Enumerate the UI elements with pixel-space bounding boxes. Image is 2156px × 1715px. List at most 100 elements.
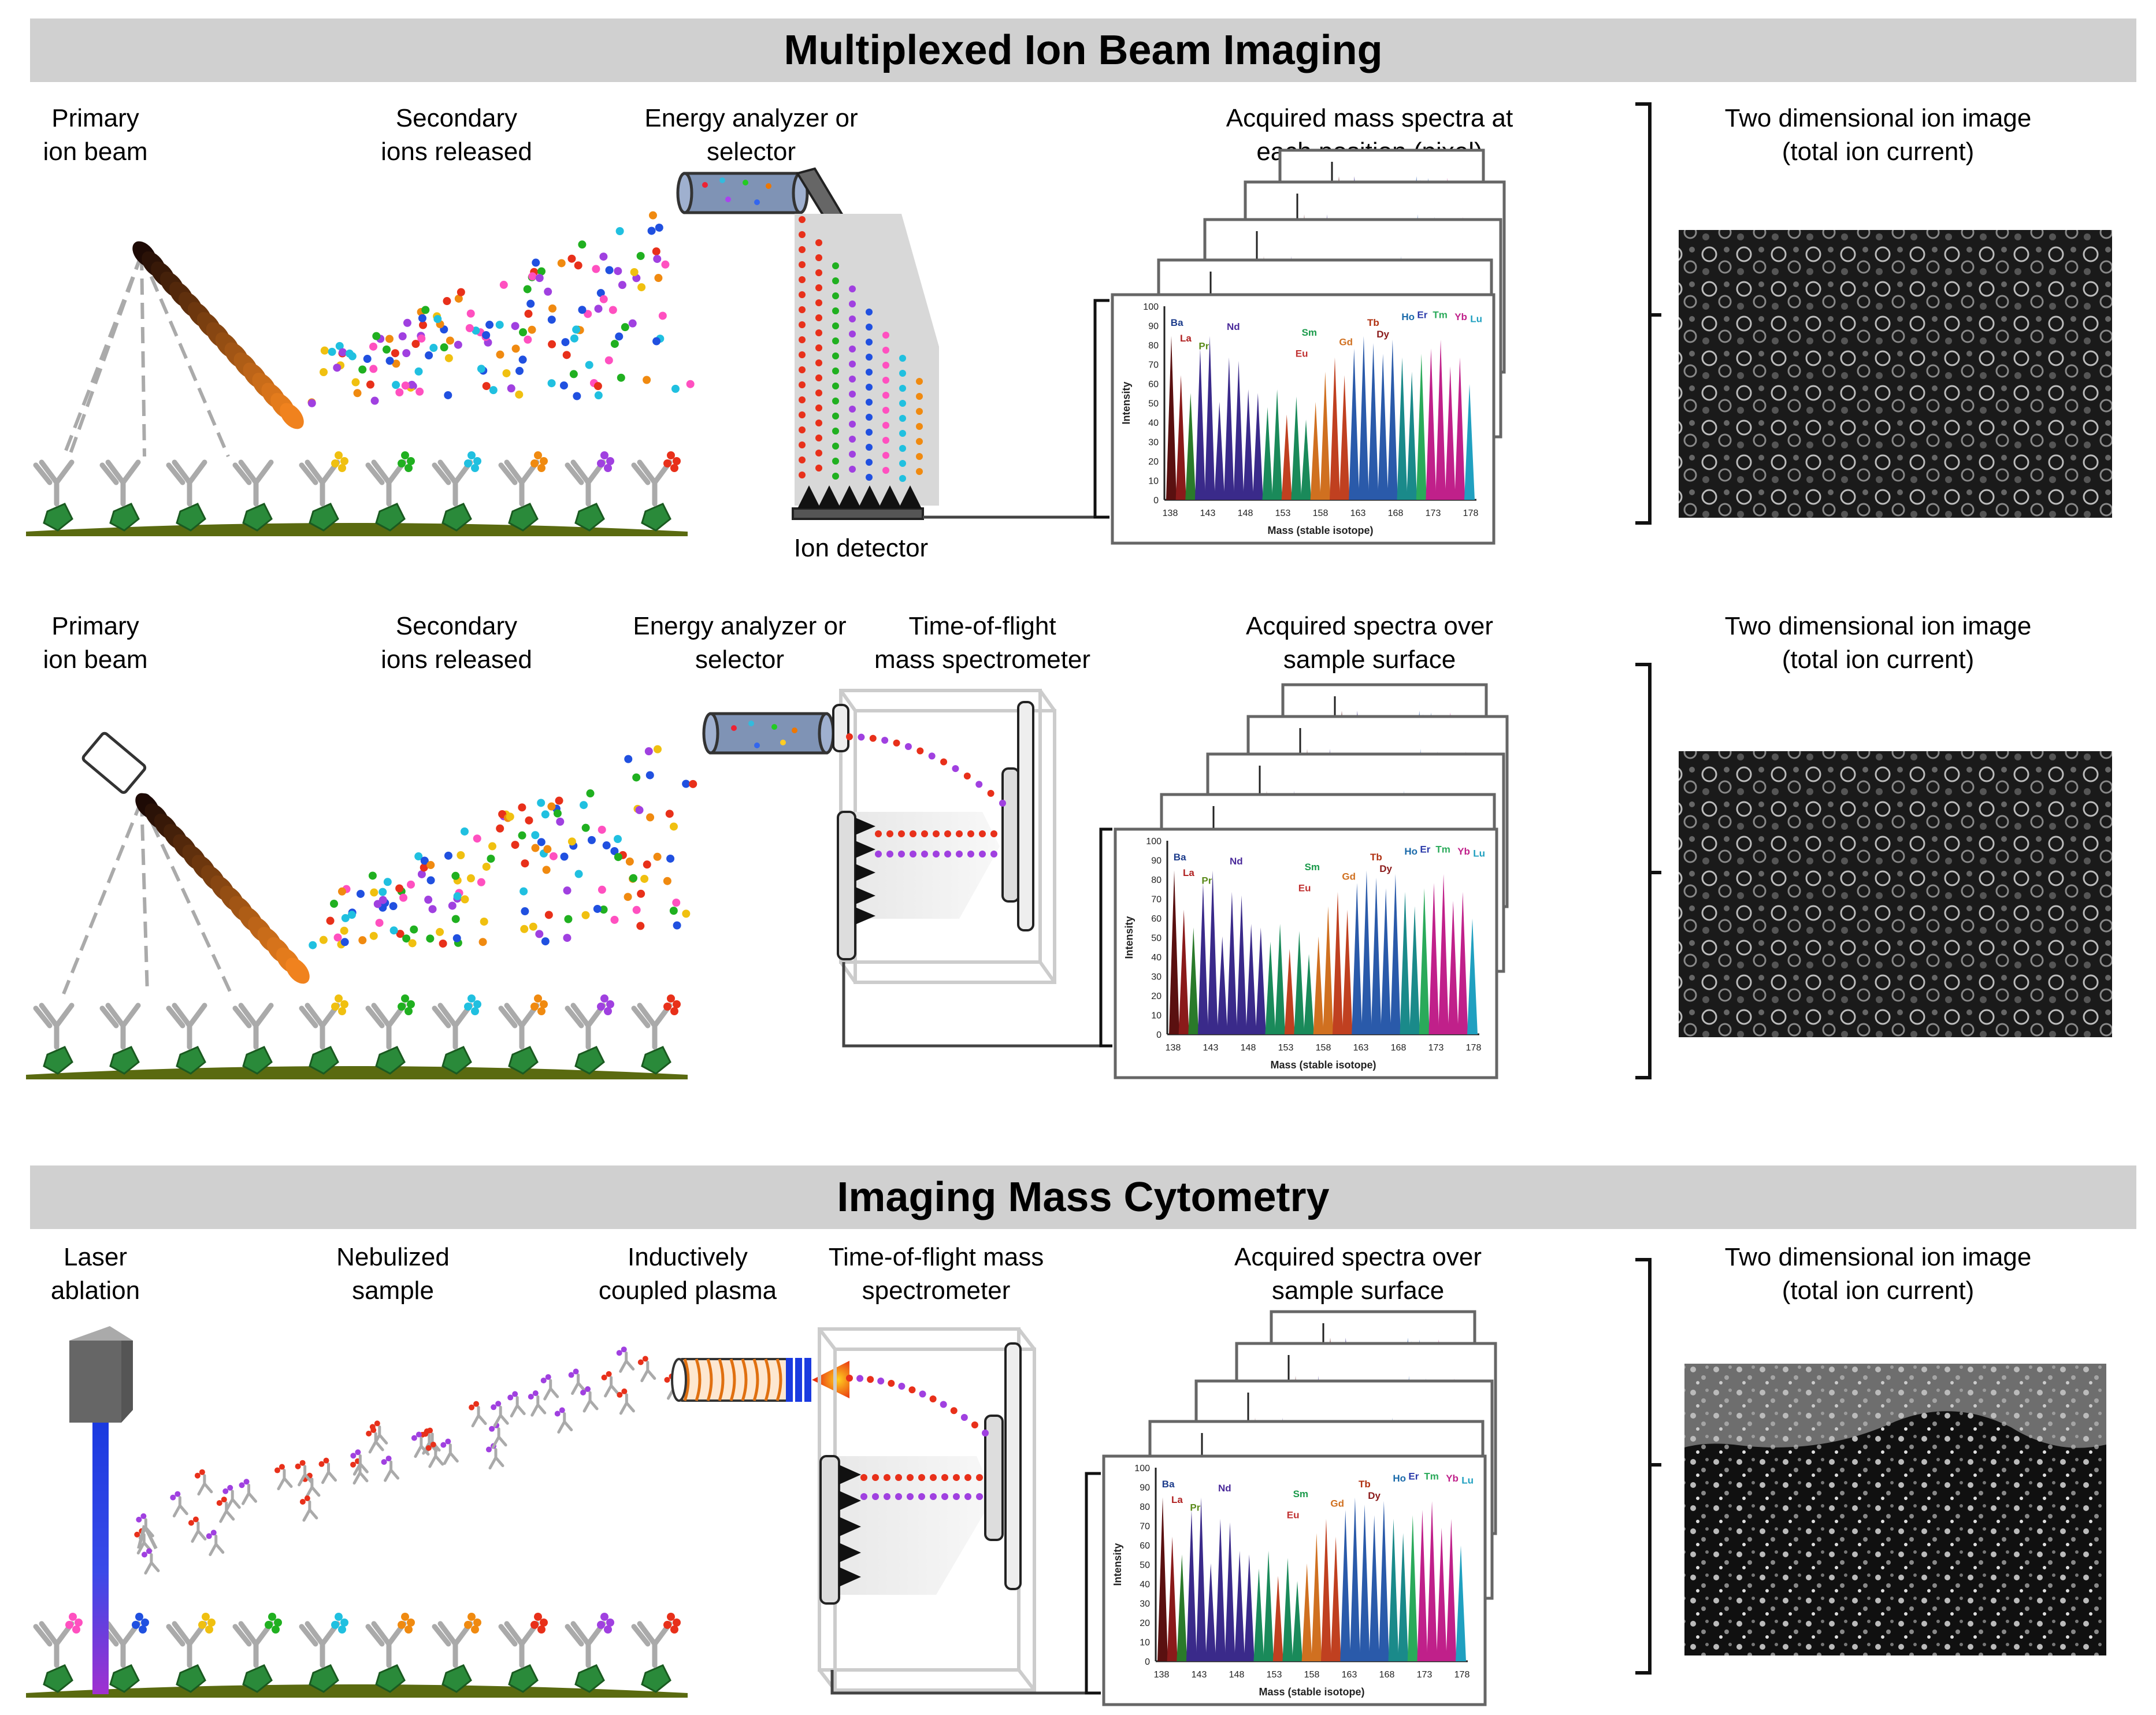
y-tick: 40 <box>1151 953 1162 963</box>
y-tick: 50 <box>1140 1561 1150 1571</box>
element-label: Sm <box>1305 862 1320 873</box>
ion <box>636 922 645 930</box>
ion <box>358 936 367 945</box>
ion <box>904 743 912 751</box>
antibody-antigen <box>631 1613 681 1693</box>
element-label: Gd <box>1342 871 1356 882</box>
ion <box>815 239 822 246</box>
ion <box>574 261 582 270</box>
ion <box>967 851 974 858</box>
ion <box>856 1375 864 1382</box>
row2-spectra-stack: 1781781781780102030405060708090100138143… <box>1114 683 1509 1079</box>
spectrum-peak <box>1243 389 1254 500</box>
y-tick: 20 <box>1140 1619 1150 1628</box>
element-label: Er <box>1417 310 1427 321</box>
ion <box>496 350 504 359</box>
ion <box>599 295 608 303</box>
ion <box>979 830 986 837</box>
ion <box>621 323 629 332</box>
row3-sample <box>26 1613 688 1698</box>
ion <box>521 859 529 868</box>
ion <box>669 907 678 915</box>
ion <box>832 337 839 344</box>
ion <box>866 309 873 315</box>
ion <box>439 939 447 948</box>
ion <box>964 1493 971 1500</box>
row3-laser <box>69 1326 133 1694</box>
ion <box>799 216 806 223</box>
ion <box>944 830 951 837</box>
antibody-antigen <box>365 1613 415 1693</box>
y-tick: 70 <box>1140 1522 1150 1532</box>
ion <box>882 362 889 369</box>
element-label: Tm <box>1433 310 1448 321</box>
nebulized-particle <box>601 1371 620 1398</box>
spectrum-peak <box>1407 372 1417 500</box>
spectrum-panel: 0 10 20 30 40 50 60 70 80 90 100 138 143 148 153 158 163… <box>1102 1454 1487 1706</box>
element-label: Lu <box>1473 848 1485 859</box>
element-label: La <box>1171 1494 1183 1505</box>
y-tick: 100 <box>1134 1464 1150 1473</box>
element-label: Ba <box>1162 1479 1175 1490</box>
ion <box>480 917 488 926</box>
ion <box>907 1493 914 1500</box>
element-label: Pr <box>1198 340 1209 351</box>
ion <box>799 246 806 253</box>
ion <box>457 851 465 860</box>
ion <box>465 324 474 332</box>
ion <box>426 861 435 870</box>
ion <box>645 771 654 779</box>
row3-spectra-stack: 1781781781780102030405060708090100138143… <box>1102 1310 1497 1706</box>
ion <box>547 379 556 388</box>
ion <box>916 453 923 460</box>
ion <box>630 268 639 276</box>
spectrum-panel: 0 10 20 30 40 50 60 70 80 90 100 138 143 148 153 158 163… <box>1111 293 1496 545</box>
x-tick: 138 <box>1154 1670 1170 1680</box>
ion <box>618 281 626 289</box>
ion <box>846 733 853 740</box>
y-tick: 0 <box>1153 496 1159 506</box>
spectrum-peak <box>1457 892 1468 1034</box>
ion <box>482 382 491 391</box>
element-label: Nd <box>1227 321 1240 332</box>
ion <box>524 335 532 344</box>
nebulized-particle <box>194 1469 213 1496</box>
element-label: Ba <box>1174 852 1186 863</box>
ion <box>378 888 387 896</box>
spectrum-peak <box>1397 357 1408 500</box>
ion <box>624 893 632 901</box>
row1-spectra-stack: 1781781781780102030405060708090100138143… <box>1111 149 1506 545</box>
row2-energy-analyzer-label: Energy analyzer or selector <box>633 612 847 674</box>
ion <box>519 328 528 337</box>
x-tick: 143 <box>1200 508 1216 518</box>
beam-particle <box>285 957 310 984</box>
ion <box>867 1376 874 1383</box>
ion <box>451 915 460 923</box>
ion <box>907 1474 914 1481</box>
y-tick: 50 <box>1151 934 1162 944</box>
nebulized-particle <box>469 1401 487 1428</box>
ion <box>502 369 511 377</box>
spectrum-peak <box>1323 906 1334 1034</box>
ion <box>328 347 336 356</box>
ion <box>956 851 963 858</box>
ion <box>655 223 663 232</box>
spectrum-peak <box>1188 927 1199 1034</box>
ion <box>614 853 622 862</box>
row1-primary-beam <box>132 241 304 429</box>
element-label: Ho <box>1393 1473 1406 1484</box>
ion <box>976 1474 983 1481</box>
ion <box>482 862 491 871</box>
ion <box>899 460 906 467</box>
spectrum-peak <box>1196 1497 1207 1661</box>
ion <box>877 1378 885 1385</box>
ion <box>671 384 680 393</box>
spectrum-peak <box>1186 1510 1197 1661</box>
ion <box>506 812 514 821</box>
row2-secondary-ions-label: Secondary ions released <box>381 612 532 674</box>
ion <box>849 331 856 337</box>
spectrum-peak <box>1263 1550 1274 1661</box>
ion <box>586 789 595 798</box>
ion <box>815 359 822 366</box>
ion <box>866 414 873 421</box>
